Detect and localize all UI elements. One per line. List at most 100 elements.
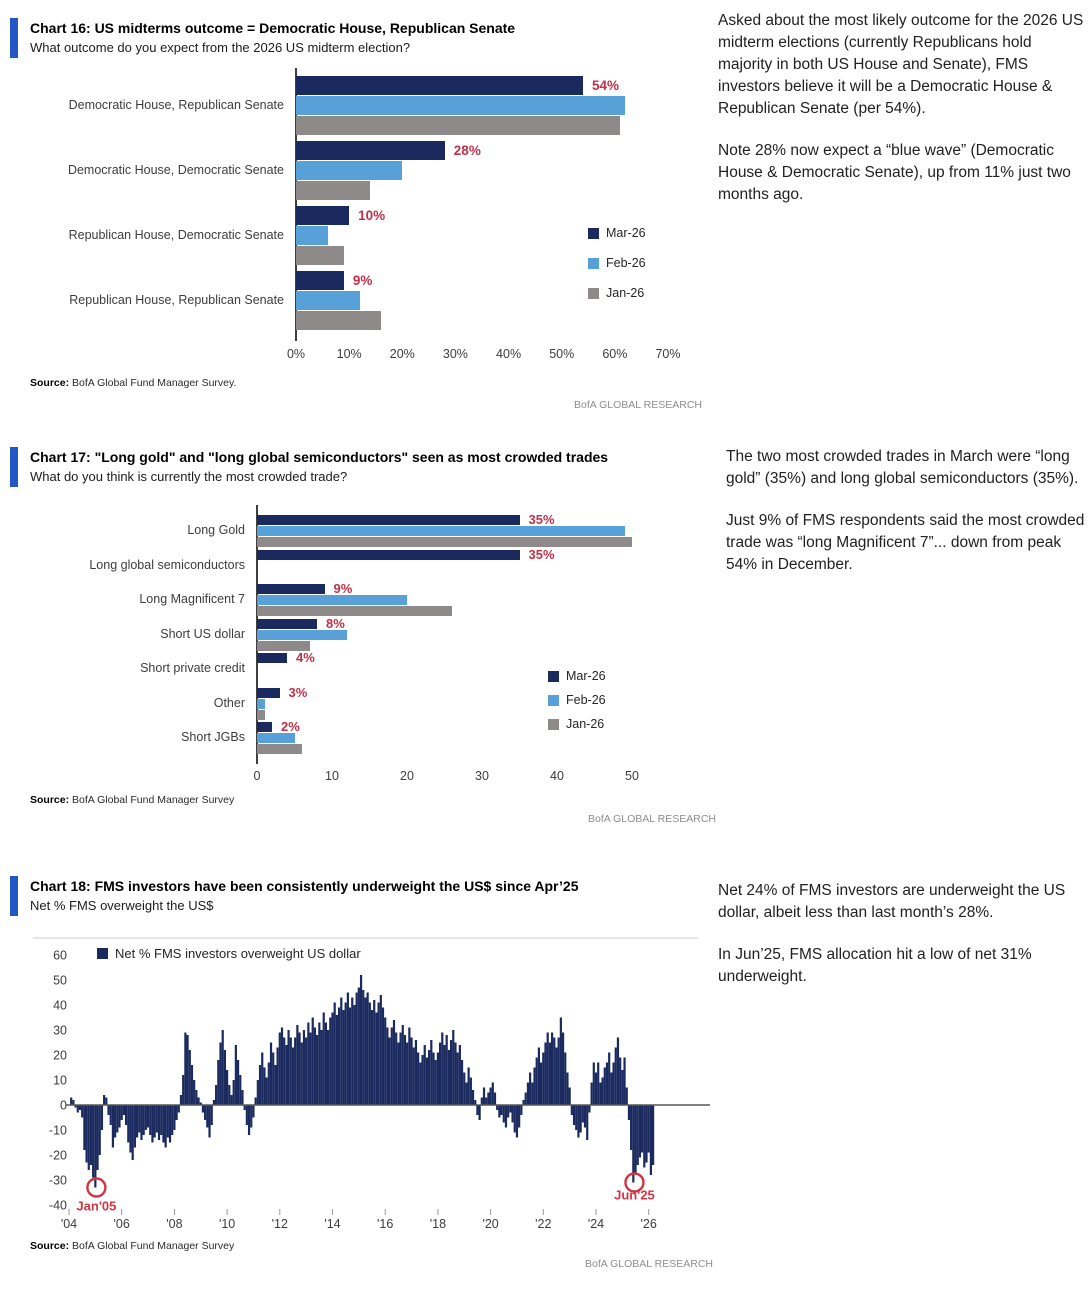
bar-mar-26 xyxy=(257,722,272,732)
ts-bar xyxy=(432,1052,435,1105)
ts-bar xyxy=(619,1057,622,1105)
ts-bar xyxy=(298,1032,301,1105)
x-tick-label: 0 xyxy=(253,769,261,783)
commentary-paragraph: Net 24% of FMS investors are underweight… xyxy=(718,882,1066,921)
ts-bar xyxy=(142,1105,145,1135)
ts-bar xyxy=(478,1105,481,1120)
ts-bar xyxy=(355,992,358,1105)
ts-bar xyxy=(386,1027,389,1105)
legend-label: Net % FMS investors overweight US dollar xyxy=(115,946,361,961)
ts-bar xyxy=(245,1105,248,1125)
ts-bar xyxy=(83,1105,86,1150)
bar-jan-26 xyxy=(296,246,344,265)
ts-bar xyxy=(267,1062,270,1105)
ts-bar xyxy=(177,1105,180,1113)
ts-bar xyxy=(294,1037,297,1105)
legend-swatch-navy xyxy=(97,948,108,959)
ts-bar xyxy=(234,1045,237,1105)
commentary-paragraph: In Jun’25, FMS allocation hit a low of n… xyxy=(718,946,1032,985)
ts-bar xyxy=(634,1105,637,1173)
x-tick-label: 10% xyxy=(336,347,362,361)
category-label: Democratic House, Democratic Senate xyxy=(67,162,284,177)
legend-item-jan26: Jan-26 xyxy=(548,712,606,736)
title-accent-bar xyxy=(10,18,18,58)
data-label: 35% xyxy=(528,546,555,562)
legend-item-feb26: Feb-26 xyxy=(588,248,646,278)
ts-bar xyxy=(232,1080,235,1105)
ts-bar xyxy=(236,1060,240,1105)
ts-bar xyxy=(647,1105,650,1153)
bar-mar-26 xyxy=(257,687,280,698)
ts-bar xyxy=(269,1042,273,1105)
ts-bar xyxy=(335,1015,338,1105)
ts-bar xyxy=(375,1012,378,1105)
commentary-paragraph: Asked about the most likely outcome for … xyxy=(718,12,1084,117)
ts-bar xyxy=(327,1030,330,1105)
chart17-legend: Mar-26 Feb-26 Jan-26 xyxy=(548,664,606,736)
ts-bar xyxy=(276,1047,279,1105)
ts-bar xyxy=(287,1030,290,1105)
ts-bar xyxy=(568,1087,571,1105)
ts-bar xyxy=(625,1087,628,1105)
annotation-label: Jan'05 xyxy=(76,1199,116,1214)
chart17-title: Chart 17: "Long gold" and "long global s… xyxy=(30,449,609,465)
ts-bar xyxy=(98,1105,101,1155)
ts-bar xyxy=(337,1007,341,1105)
ts-bar xyxy=(70,1097,73,1105)
ts-bar xyxy=(507,1105,510,1118)
source-label: Source: xyxy=(30,377,70,389)
ts-bar xyxy=(414,1040,418,1105)
ts-bar xyxy=(583,1105,587,1128)
ts-bar xyxy=(447,1050,450,1105)
chart18-source: Source: BofA Global Fund Manager Survey xyxy=(30,1240,234,1252)
ts-bar xyxy=(318,1022,321,1105)
ts-bar xyxy=(94,1105,97,1188)
ts-bar xyxy=(291,1047,295,1105)
ts-bar xyxy=(138,1105,141,1133)
ts-bar xyxy=(564,1052,567,1105)
bar-jan-26 xyxy=(257,640,310,651)
chart16-source: Source: BofA Global Fund Manager Survey. xyxy=(30,377,236,389)
ts-bar xyxy=(489,1087,492,1105)
ts-bar xyxy=(131,1105,134,1160)
y-tick-label: 30 xyxy=(53,1024,67,1038)
ts-bar xyxy=(212,1100,216,1105)
ts-bar xyxy=(474,1100,477,1105)
ts-bar xyxy=(368,1002,371,1105)
ts-bar xyxy=(531,1082,534,1105)
y-tick-label: 50 xyxy=(53,974,67,988)
ts-bar xyxy=(610,1072,613,1105)
bar-jan-26 xyxy=(257,606,452,616)
x-tick-label: '12 xyxy=(272,1217,288,1231)
chart16-title: Chart 16: US midterms outcome = Democrat… xyxy=(30,20,516,36)
ts-bar xyxy=(208,1105,211,1138)
ts-bar xyxy=(133,1105,136,1148)
ts-bar xyxy=(175,1105,178,1120)
ts-bar xyxy=(241,1090,244,1105)
ts-bar xyxy=(166,1105,169,1138)
ts-bar xyxy=(219,1042,222,1105)
x-tick-label: 60% xyxy=(602,347,628,361)
chart17-plot: Long Gold 35% Long global semiconductors 35… xyxy=(30,503,690,793)
ts-bar xyxy=(638,1105,642,1158)
ts-bar xyxy=(96,1105,99,1170)
category-label: Other xyxy=(213,695,245,710)
ts-bar xyxy=(173,1105,176,1130)
chart17-title-block: Chart 17: "Long gold" and "long global s… xyxy=(30,447,608,487)
ts-bar xyxy=(313,1027,317,1105)
ts-bar xyxy=(603,1067,606,1105)
bar-jan-26 xyxy=(257,744,302,754)
ts-bar xyxy=(518,1105,521,1128)
ts-bar xyxy=(201,1105,205,1113)
ts-bar xyxy=(373,1000,376,1105)
x-tick-label: '06 xyxy=(114,1217,130,1231)
chart16-commentary: Asked about the most likely outcome for … xyxy=(718,10,1084,226)
ts-bar xyxy=(397,1042,400,1105)
legend-swatch-navy xyxy=(548,670,559,682)
y-axis-line xyxy=(256,505,258,764)
ts-bar xyxy=(151,1105,154,1143)
ts-bar xyxy=(116,1105,119,1133)
ts-bar xyxy=(408,1027,411,1105)
data-label: 9% xyxy=(352,272,373,288)
ts-bar xyxy=(197,1097,200,1105)
